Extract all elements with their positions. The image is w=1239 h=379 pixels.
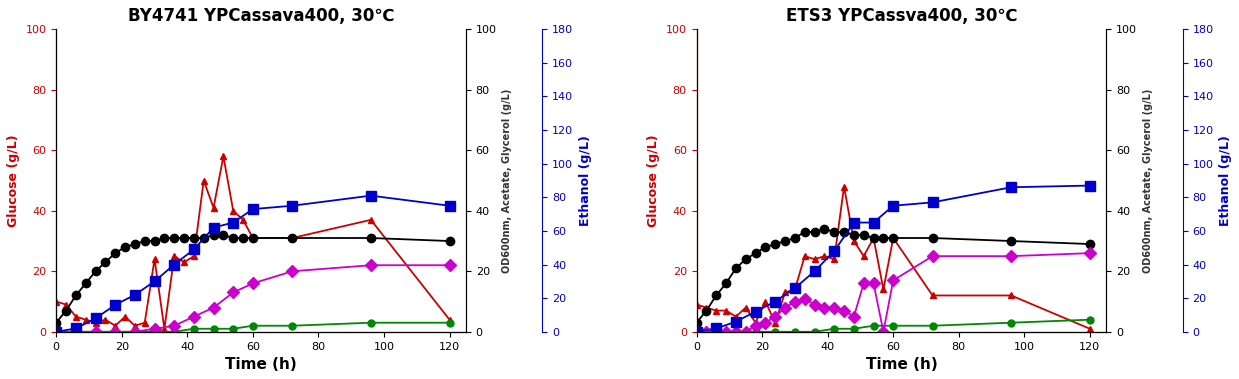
Y-axis label: Glucose (g/L): Glucose (g/L)	[647, 134, 660, 227]
X-axis label: Time (h): Time (h)	[225, 357, 297, 372]
X-axis label: Time (h): Time (h)	[866, 357, 937, 372]
Y-axis label: Glucose (g/L): Glucose (g/L)	[7, 134, 20, 227]
Y-axis label: Ethanol (g/L): Ethanol (g/L)	[579, 135, 592, 226]
Y-axis label: OD600nm, Acetate, Glycerol (g/L): OD600nm, Acetate, Glycerol (g/L)	[502, 88, 512, 273]
Title: BY4741 YPCassava400, 30℃: BY4741 YPCassava400, 30℃	[128, 7, 394, 25]
Y-axis label: OD600nm, Acetate, Glycerol (g/L): OD600nm, Acetate, Glycerol (g/L)	[1142, 88, 1152, 273]
Title: ETS3 YPCassva400, 30℃: ETS3 YPCassva400, 30℃	[786, 7, 1017, 25]
Y-axis label: Ethanol (g/L): Ethanol (g/L)	[1219, 135, 1232, 226]
